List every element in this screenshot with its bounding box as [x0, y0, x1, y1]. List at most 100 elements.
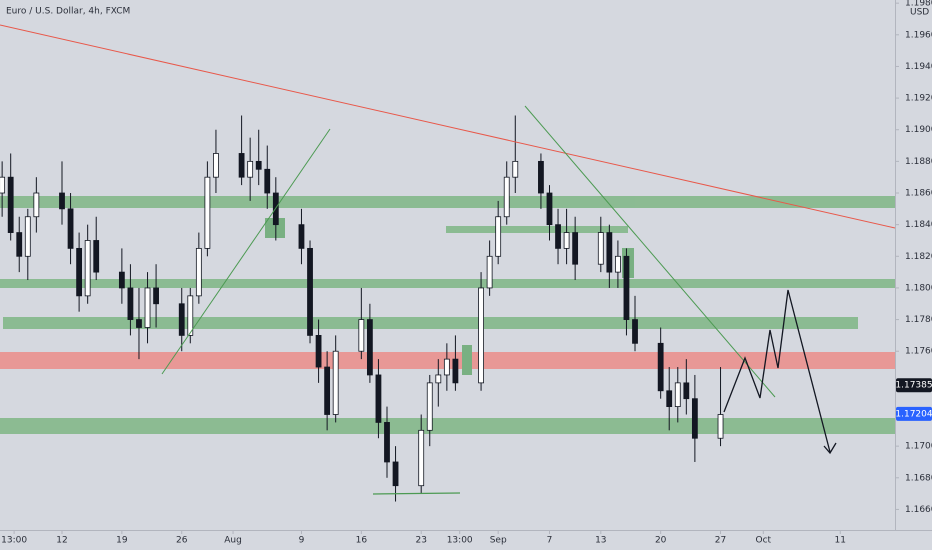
candle-body [597, 232, 604, 265]
candle-body [255, 160, 262, 170]
support-zone [0, 418, 895, 434]
x-tick-label: 26 [176, 536, 188, 546]
price-label: 1.17204 [895, 409, 932, 419]
y-tick-label: 1.19200 [905, 94, 932, 104]
candle-body [683, 382, 690, 400]
x-tick-label: 12 [56, 536, 67, 546]
y-tick-label: 1.18600 [905, 189, 932, 199]
price-label-box [896, 378, 932, 393]
candle-body [0, 176, 6, 194]
price-label-box [896, 406, 932, 421]
candle-body [16, 232, 23, 257]
candle-body [76, 247, 83, 297]
candle-body [136, 319, 142, 328]
candle-body [546, 192, 553, 226]
x-tick-label: 7 [547, 536, 553, 546]
support-zone [0, 196, 895, 208]
candle-body [606, 232, 613, 273]
y-tick-label: 1.17000 [905, 442, 932, 452]
candle-body [632, 319, 638, 344]
candle-body [332, 350, 339, 415]
x-tick-label: 9 [299, 536, 305, 546]
x-tick-label: 27 [715, 536, 726, 546]
trend-line [524, 105, 776, 398]
candle-body [418, 429, 425, 487]
trend-line [0, 24, 896, 229]
y-tick-label: 1.19600 [905, 30, 932, 40]
y-tick-label: 1.18000 [905, 283, 932, 293]
trend-line [161, 128, 331, 375]
y-tick-label: 1.16800 [905, 473, 932, 483]
candle-body [452, 358, 459, 384]
y-tick-label: 1.19800 [905, 0, 932, 9]
candle-body [717, 414, 724, 439]
axis-unit: USD [910, 8, 929, 18]
candle-body [187, 295, 194, 336]
candle-body [392, 461, 399, 487]
trend-line [372, 492, 461, 495]
price-label: 1.17385 [895, 381, 932, 391]
candle-body [315, 335, 322, 368]
candle-body [178, 303, 185, 336]
support-zone [3, 317, 858, 329]
candle-body [24, 216, 31, 257]
candle-body [674, 382, 681, 407]
candle-body [572, 232, 579, 265]
candle-body [238, 153, 245, 178]
x-tick-label: 11 [835, 536, 846, 546]
marker-box [265, 218, 285, 238]
candle-body [443, 358, 450, 376]
candle-body [666, 390, 673, 407]
candle-body [503, 176, 510, 218]
candle-body [563, 232, 570, 249]
candle-body [657, 342, 664, 392]
x-tick-label: Aug [224, 536, 242, 546]
candle-body [67, 208, 74, 249]
y-tick-label: 1.18400 [905, 220, 932, 230]
candle-body [486, 255, 493, 289]
candle-body [118, 271, 125, 289]
y-tick-label: 1.17800 [905, 315, 932, 325]
candle-body [127, 287, 134, 320]
candle-body [144, 287, 151, 328]
candle-body [33, 192, 40, 218]
candle-body [298, 224, 305, 249]
candle-body [384, 422, 390, 463]
x-tick-label: 16 [356, 536, 368, 546]
candle-body [495, 216, 502, 257]
candle-body [435, 374, 442, 384]
y-tick-label: 1.16600 [905, 505, 932, 515]
x-tick-label: 13 [595, 536, 606, 546]
x-tick-label: 20 [655, 536, 667, 546]
support-zone [0, 279, 895, 288]
x-tick-label: 13:00 [447, 536, 473, 546]
x-tick-label: 19 [116, 536, 128, 546]
y-tick-label: 1.19000 [905, 125, 932, 135]
candle-body [426, 382, 433, 431]
projection-path [723, 289, 831, 453]
candle-body [691, 398, 698, 439]
candle-body [538, 160, 544, 194]
chart-title: Euro / U.S. Dollar, 4h, FXCM [6, 7, 130, 17]
candles [0, 115, 724, 502]
candle-body [247, 160, 254, 178]
candle-body [512, 160, 519, 178]
candle-body [478, 287, 484, 384]
candle-body [358, 319, 365, 352]
candle-body [307, 247, 313, 336]
candle-body [366, 319, 373, 376]
candle-body [7, 176, 14, 233]
candle-body [195, 247, 202, 297]
y-tick-label: 1.17600 [905, 347, 932, 357]
marker-box [462, 345, 472, 375]
y-tick-label: 1.18200 [905, 252, 932, 262]
candle-body [153, 287, 159, 305]
candle-body [204, 176, 211, 249]
y-tick-label: 1.19400 [905, 62, 932, 72]
x-tick-label: 13:00 [1, 536, 27, 546]
candle-body [84, 240, 91, 297]
candle-body [324, 366, 331, 415]
y-tick-label: 1.18800 [905, 157, 932, 167]
